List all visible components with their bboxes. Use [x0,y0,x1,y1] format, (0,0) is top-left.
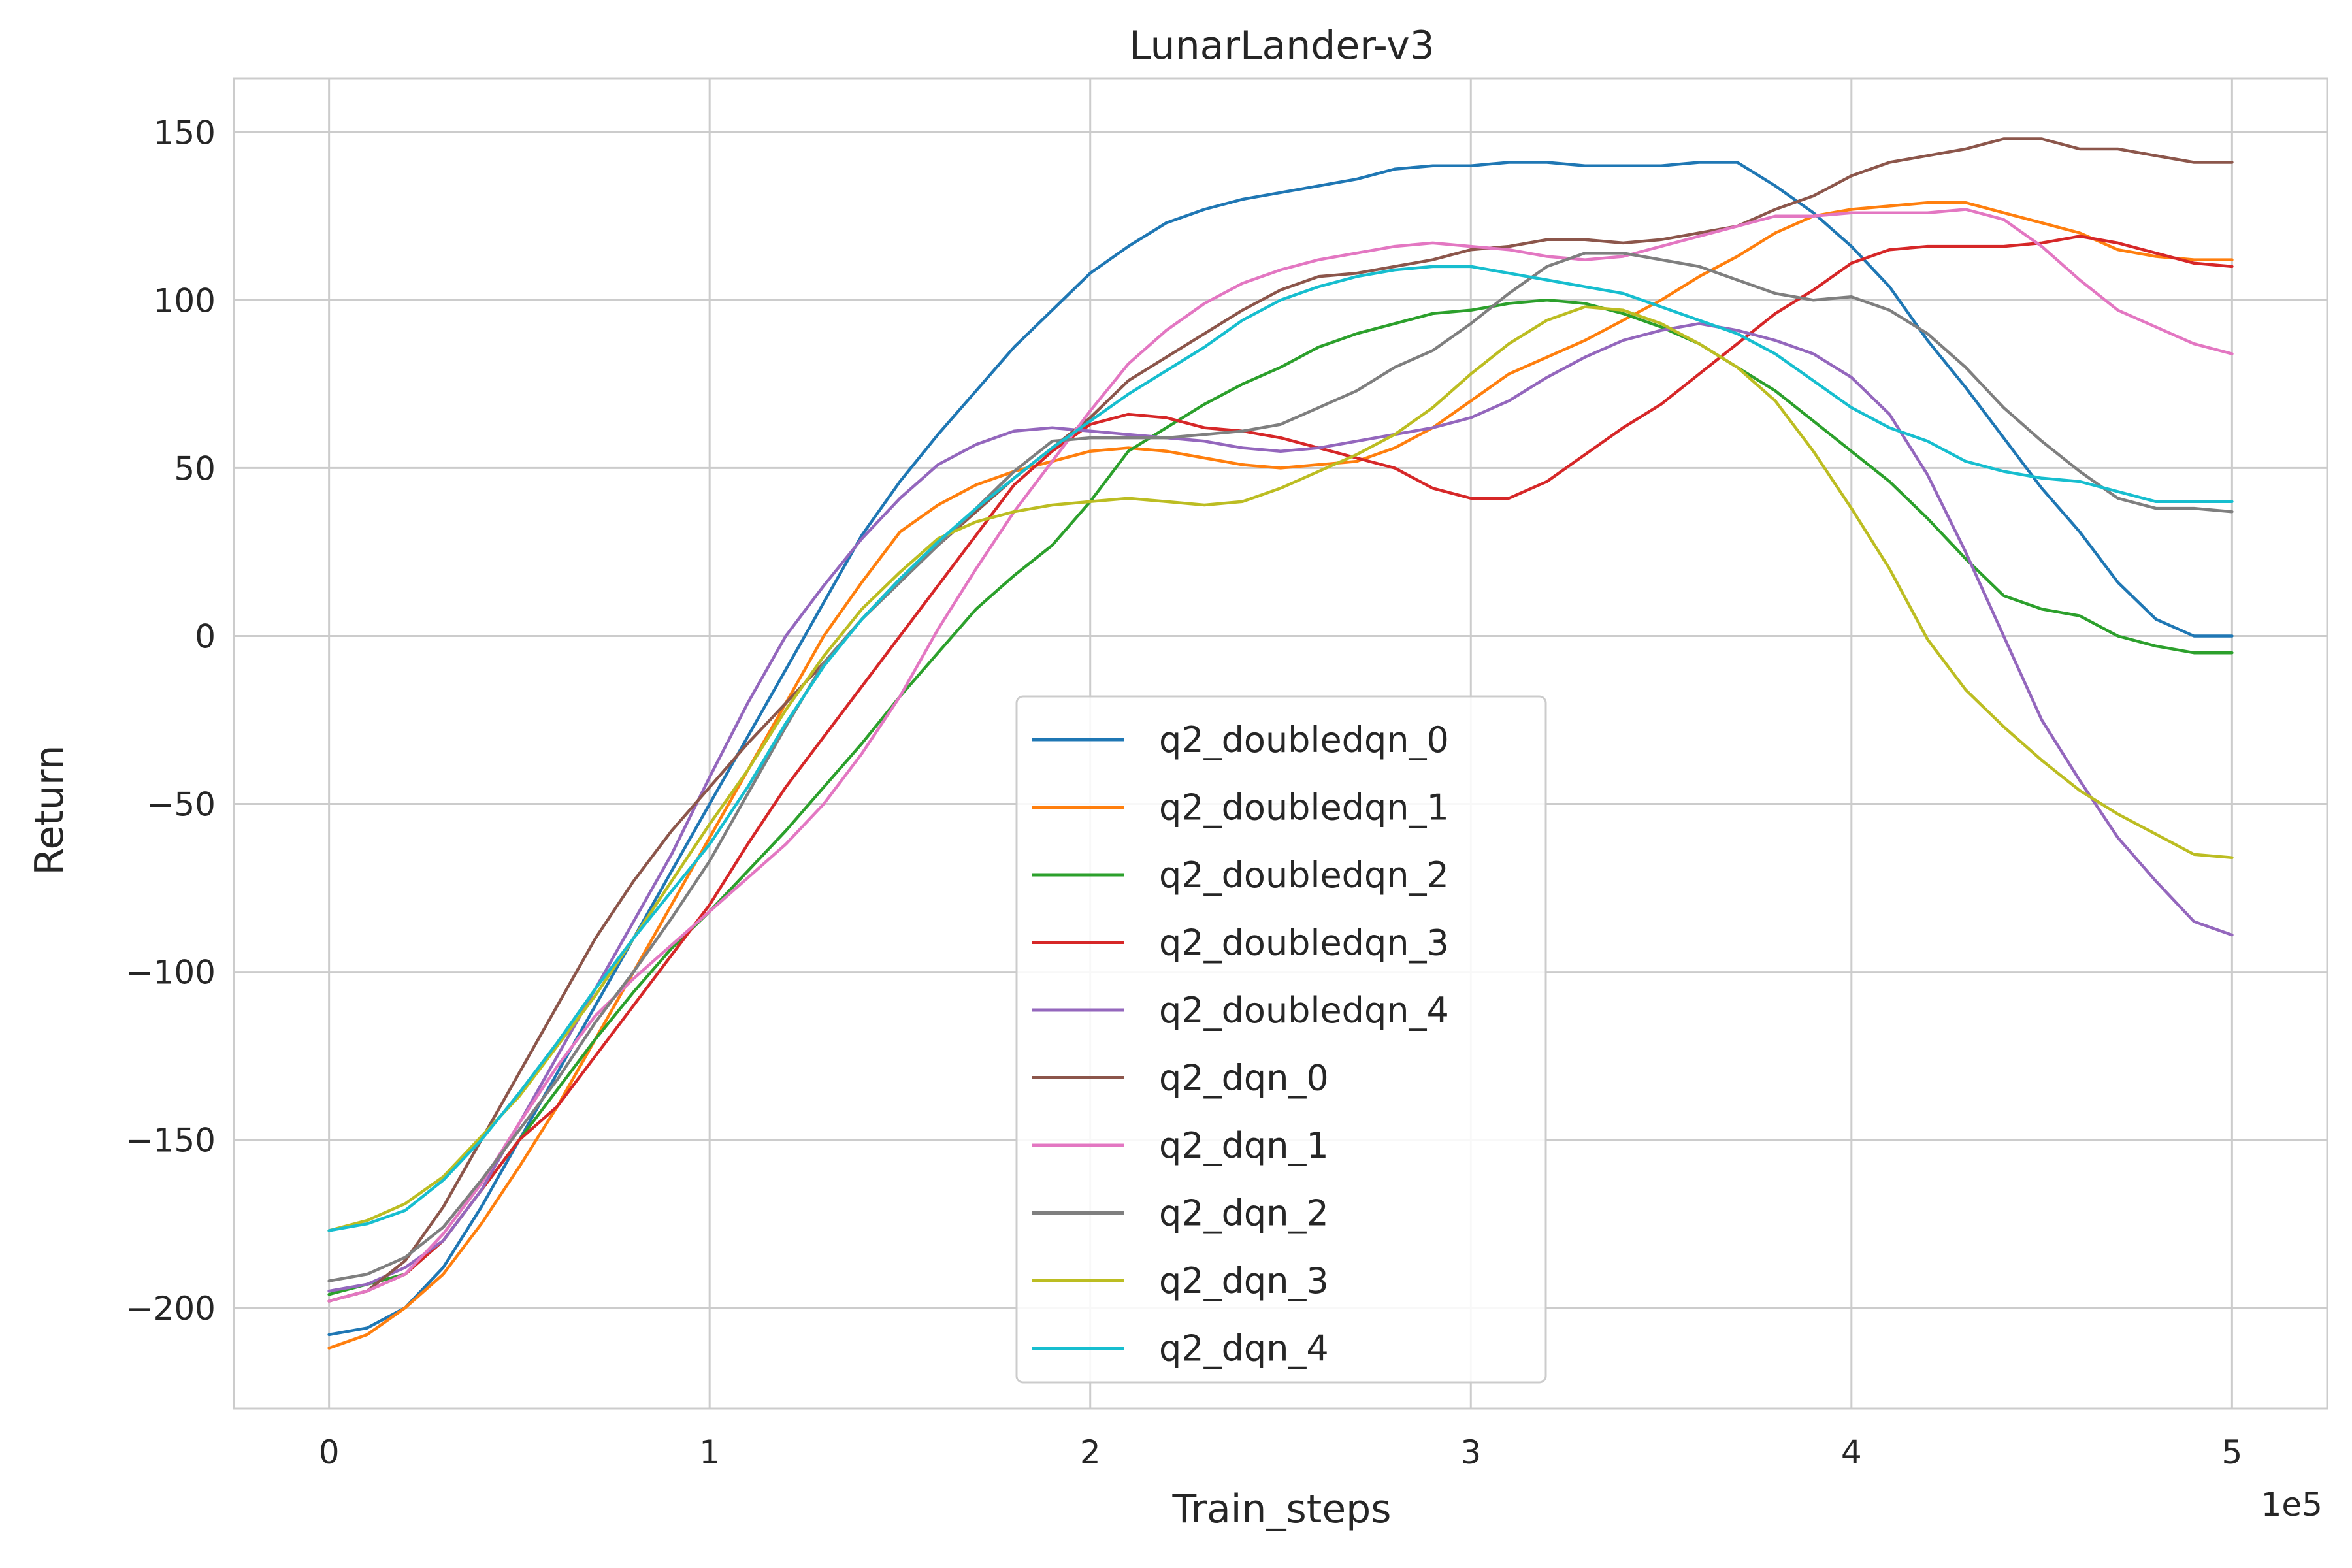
y-axis-label: Return [27,745,73,875]
x-tick-label: 1 [699,1433,720,1471]
legend-entry-label: q2_dqn_3 [1159,1260,1329,1301]
y-tick-label: 150 [154,114,216,152]
legend-entry-label: q2_dqn_0 [1159,1058,1329,1099]
legend-entry-label: q2_doubledqn_3 [1159,923,1449,964]
y-tick-label: −150 [126,1122,216,1160]
legend-entry-label: q2_doubledqn_0 [1159,719,1449,760]
legend-entry-label: q2_doubledqn_2 [1159,855,1449,896]
legend-entry-label: q2_dqn_2 [1159,1193,1329,1234]
series-line-q2-doubledqn-3 [327,235,2234,1303]
series-line-q2-dqn-4 [327,265,2234,1232]
legend-box [1015,695,1547,1384]
y-tick-label: 0 [195,617,216,655]
series-line-q2-doubledqn-4 [327,322,2234,1293]
series-line-q2-doubledqn-1 [327,201,2234,1350]
x-axis-label: Train_steps [1171,1486,1391,1532]
x-tick-label: 5 [2221,1433,2242,1471]
series-line-q2-dqn-2 [327,252,2234,1282]
legend-entry-label: q2_doubledqn_1 [1159,787,1449,828]
x-axis-offset-label: 1e5 [2261,1486,2323,1524]
x-tick-label: 2 [1080,1433,1101,1471]
series-line-q2-dqn-0 [327,137,2234,1303]
legend-entry-label: q2_doubledqn_4 [1159,990,1449,1031]
series-line-q2-dqn-1 [327,208,2234,1303]
series-line-q2-doubledqn-0 [327,161,2234,1337]
y-tick-label: 100 [154,282,216,319]
series-line-q2-doubledqn-2 [327,299,2234,1296]
y-tick-label: 50 [174,449,216,487]
series-line-q2-dqn-3 [327,305,2234,1232]
legend-entry-label: q2_dqn_4 [1159,1328,1329,1369]
y-tick-label: −50 [146,786,216,824]
x-axis-ticks: 0 1 2 3 4 5 [319,1433,2243,1471]
x-tick-label: 0 [319,1433,340,1471]
y-axis-ticks: −200 −150 −100 −50 0 50 100 150 [126,114,216,1327]
y-tick-label: −200 [126,1290,216,1328]
plot-frame [233,77,2328,1410]
series-layer [327,137,2234,1350]
x-tick-label: 3 [1460,1433,1481,1471]
chart-title: LunarLander-v3 [1129,23,1435,69]
legend: q2_doubledqn_0 q2_doubledqn_1 q2_doubledqn… [1015,695,1547,1384]
y-tick-label: −100 [126,954,216,992]
legend-entry-label: q2_dqn_1 [1159,1125,1329,1166]
x-tick-label: 4 [1841,1433,1862,1471]
